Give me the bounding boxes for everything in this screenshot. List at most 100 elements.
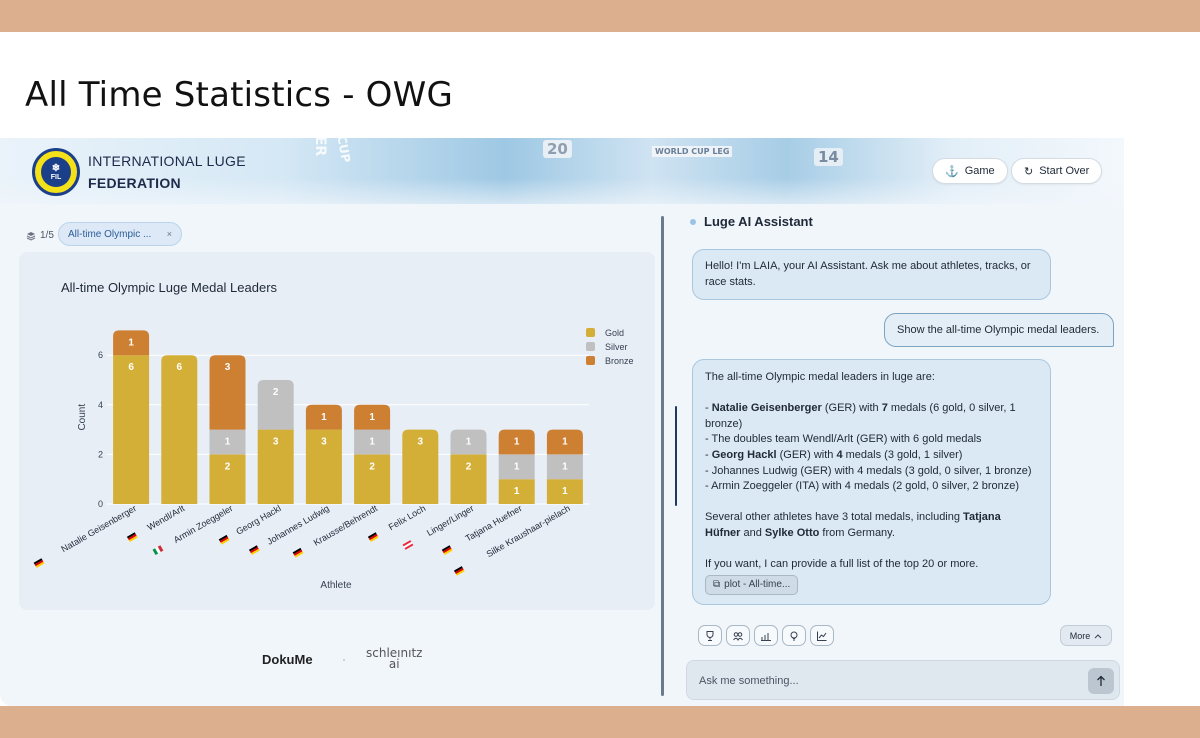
flag-stripe [220, 538, 230, 545]
bar-segment-silver [450, 429, 487, 455]
bar-segment-bronze [113, 330, 150, 356]
bar-value-label: 1 [514, 486, 520, 497]
send-button[interactable] [1088, 668, 1114, 694]
chat-scrollbar[interactable] [675, 406, 677, 506]
flag-stripe [453, 566, 463, 573]
panel-resize-handle[interactable] [661, 216, 664, 696]
flag-stripe [292, 547, 302, 555]
partner-logos: DokuMe · schleınıtz ai [262, 646, 432, 678]
bar-segment-bronze [354, 404, 391, 430]
close-icon[interactable]: × [166, 229, 172, 239]
trends-button[interactable] [810, 625, 834, 646]
bar-segment-silver [257, 380, 294, 430]
chat-input[interactable] [699, 671, 1079, 691]
bar-value-label: 1 [514, 461, 520, 472]
suggestion-toolbar: More [692, 623, 1112, 649]
bar-segment-gold [209, 454, 246, 504]
flag-stripe [35, 561, 45, 568]
chat-input-bar [686, 660, 1120, 700]
bar-segment-silver [498, 454, 535, 480]
flag-stripe [455, 569, 465, 576]
bar-value-label: 1 [466, 437, 472, 448]
x-tick: Natalie Geisenberger [33, 503, 138, 568]
flag-stripe [155, 546, 161, 554]
users-icon [733, 631, 743, 641]
bar-segment-bronze [498, 429, 535, 455]
bar-chart-icon [761, 632, 771, 641]
stats-button[interactable] [754, 625, 778, 646]
bar-value-label: 1 [225, 437, 231, 448]
medal-chart: All-time Olympic Luge Medal Leaders 0 2 4 6 C… [33, 280, 634, 591]
banner-fade [0, 178, 1124, 218]
bar-value-label: 3 [225, 362, 231, 373]
refresh-icon: ↻ [1024, 165, 1034, 178]
y-tick-label: 6 [98, 350, 103, 360]
ideas-button[interactable] [782, 625, 806, 646]
flag-stripe [128, 535, 138, 542]
plot-tab-chip[interactable]: All-time Olympic ... × [58, 222, 182, 246]
plot-link-tag[interactable]: ⧉ plot - All-time... [705, 574, 799, 595]
bar-segment-bronze [209, 355, 246, 430]
bar-value-label: 3 [321, 437, 327, 448]
bar-value-label: 1 [128, 337, 134, 348]
bar-value-label: 3 [273, 437, 279, 448]
x-tick: Johannes Ludwig [248, 503, 331, 555]
slide: All Time Statistics - OWG ER CUP 20 WORL… [0, 32, 1200, 706]
bar-segment-silver [546, 454, 583, 480]
bar-segment-gold [305, 429, 342, 504]
bar-value-label: 3 [418, 437, 424, 448]
bar-value-label: 1 [321, 412, 327, 423]
legend-label: Gold [605, 328, 624, 338]
assistant-reply-message: The all-time Olympic medal leaders in lu… [692, 359, 1051, 605]
bar-segment-gold [402, 429, 439, 504]
chart-title: All-time Olympic Luge Medal Leaders [61, 280, 278, 295]
bar-value-label: 6 [177, 362, 183, 373]
more-button[interactable]: More [1060, 625, 1112, 646]
bar-value-label: 1 [562, 461, 568, 472]
legend-swatch [586, 328, 595, 337]
bar-value-label: 6 [128, 362, 134, 373]
y-tick-label: 4 [98, 400, 103, 410]
plot-link-label: plot - All-time... [724, 578, 791, 590]
flag-stripe [248, 545, 258, 552]
org-name-line1: INTERNATIONAL LUGE [88, 153, 246, 169]
trophy-icon [706, 630, 714, 641]
reply-intro: The all-time Olympic medal leaders in lu… [705, 371, 935, 383]
flag-stripe [157, 545, 164, 552]
reply-offer: If you want, I can provide a full list o… [705, 558, 979, 571]
athletes-button[interactable] [726, 625, 750, 646]
reply-list: - Natalie Geisenberger (GER) with 7 meda… [705, 402, 1032, 493]
flag-stripe [442, 547, 452, 554]
game-button[interactable]: ⚓ Game [932, 158, 1008, 184]
reply-others: Several other athletes have 3 total meda… [705, 511, 1001, 539]
x-tick-label: Natalie Geisenberger [59, 503, 138, 554]
bar-segment-gold [113, 355, 150, 504]
bar-value-label: 2 [369, 461, 375, 472]
banner-photo-decoration: ER [312, 138, 329, 157]
bar-value-label: 1 [562, 486, 568, 497]
flag-stripe [369, 535, 379, 542]
game-button-label: Game [964, 165, 995, 177]
banner-bib-decoration: 20 [543, 140, 572, 158]
y-tick-label: 0 [98, 499, 103, 509]
x-tick: Krausse/Behrendt [292, 503, 380, 558]
page-counter-text: 1/5 [40, 230, 54, 241]
status-dot [690, 218, 696, 225]
flag-stripe [152, 548, 159, 555]
bar-segment-bronze [546, 429, 583, 455]
trophy-button[interactable] [698, 625, 722, 646]
flag-stripe [250, 548, 260, 555]
flag-stripe [218, 534, 228, 542]
line-chart-icon [817, 631, 827, 641]
plot-tab-chip-label: All-time Olympic ... [68, 228, 152, 240]
arrow-up-icon [1097, 675, 1105, 686]
flag-stripe [33, 558, 43, 565]
lightbulb-icon [790, 631, 798, 640]
bar-value-label: 1 [562, 437, 568, 448]
x-tick: Tatjana Huefner [441, 503, 524, 555]
start-over-button[interactable]: ↻ Start Over [1011, 158, 1103, 184]
chevron-up-icon [1094, 633, 1102, 638]
bar-segment-gold [546, 479, 583, 504]
bar-segment-gold [354, 454, 391, 504]
fil-logo: ❄ FIL [32, 148, 80, 196]
